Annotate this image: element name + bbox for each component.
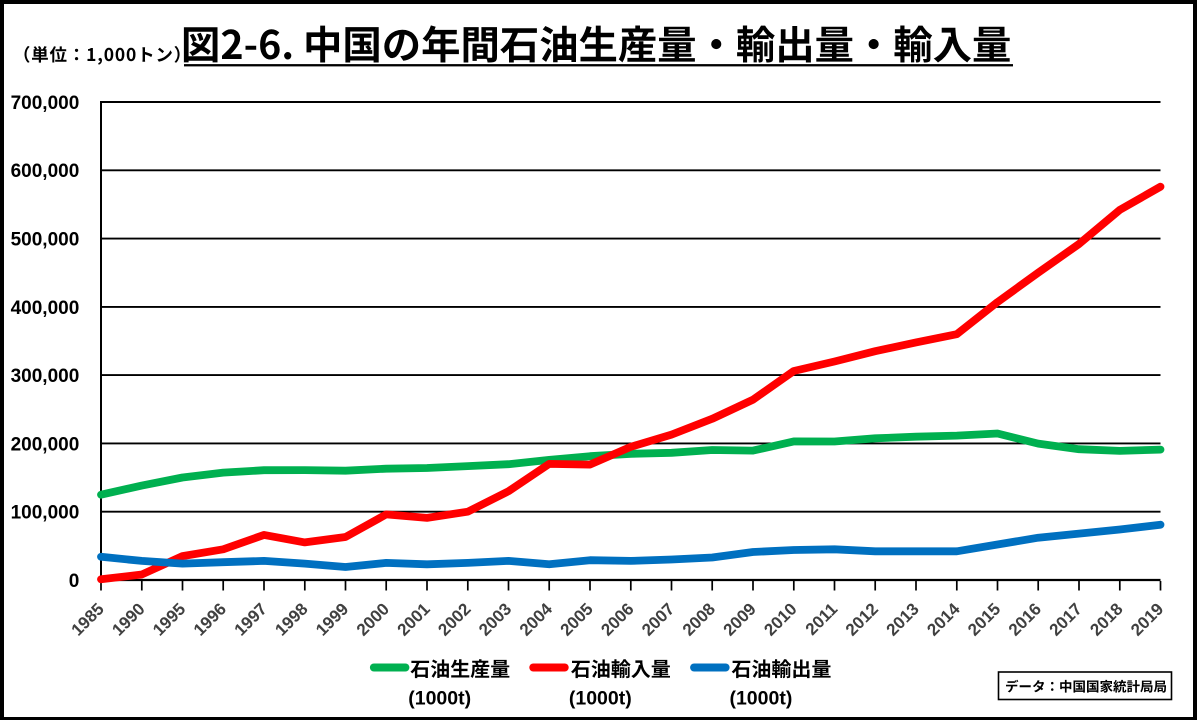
svg-text:1998: 1998 <box>271 599 311 639</box>
svg-text:700,000: 700,000 <box>11 93 80 114</box>
svg-text:300,000: 300,000 <box>11 366 80 387</box>
svg-text:2008: 2008 <box>679 599 719 639</box>
svg-text:400,000: 400,000 <box>11 298 80 319</box>
svg-text:2002: 2002 <box>434 599 474 639</box>
svg-text:2013: 2013 <box>883 599 923 639</box>
svg-text:2010: 2010 <box>760 599 800 639</box>
svg-text:(1000t): (1000t) <box>729 687 792 709</box>
svg-text:1996: 1996 <box>190 599 230 639</box>
svg-text:100,000: 100,000 <box>11 503 80 524</box>
svg-text:1985: 1985 <box>68 599 108 639</box>
svg-text:2015: 2015 <box>964 599 1004 639</box>
svg-text:2003: 2003 <box>475 599 515 639</box>
svg-text:2007: 2007 <box>638 599 678 639</box>
svg-text:2005: 2005 <box>557 599 597 639</box>
svg-text:2001: 2001 <box>394 599 434 639</box>
svg-text:2017: 2017 <box>1046 599 1086 639</box>
svg-text:2018: 2018 <box>1086 599 1126 639</box>
svg-text:0: 0 <box>69 571 80 592</box>
svg-text:(1000t): (1000t) <box>408 687 471 709</box>
svg-text:2004: 2004 <box>516 599 557 640</box>
svg-text:600,000: 600,000 <box>11 161 80 182</box>
svg-text:2014: 2014 <box>923 599 964 640</box>
svg-text:1990: 1990 <box>108 599 148 639</box>
svg-text:1995: 1995 <box>149 599 189 639</box>
svg-text:2000: 2000 <box>353 599 393 639</box>
svg-text:200,000: 200,000 <box>11 434 80 455</box>
svg-text:1997: 1997 <box>231 599 271 639</box>
svg-text:2016: 2016 <box>1005 599 1045 639</box>
svg-text:2019: 2019 <box>1127 599 1167 639</box>
svg-text:2011: 2011 <box>802 599 842 639</box>
svg-text:2009: 2009 <box>720 599 760 639</box>
svg-text:2012: 2012 <box>842 599 882 639</box>
svg-text:500,000: 500,000 <box>11 230 80 251</box>
svg-text:2006: 2006 <box>597 599 637 639</box>
svg-text:1999: 1999 <box>312 599 352 639</box>
svg-text:(1000t): (1000t) <box>569 687 632 709</box>
